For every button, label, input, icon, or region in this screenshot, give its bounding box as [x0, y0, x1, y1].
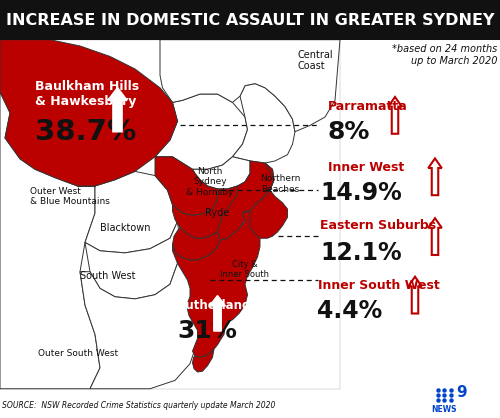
Text: Blacktown: Blacktown	[100, 223, 150, 233]
Polygon shape	[172, 211, 260, 357]
Polygon shape	[232, 84, 295, 163]
Text: Eastern Suburbs: Eastern Suburbs	[320, 219, 436, 232]
Text: 38.7%: 38.7%	[35, 118, 136, 145]
Text: SOURCE:  NSW Recorded Crime Statistics quarterly update March 2020: SOURCE: NSW Recorded Crime Statistics qu…	[2, 401, 276, 410]
Text: South West: South West	[80, 271, 136, 281]
Text: INCREASE IN DOMESTIC ASSAULT IN GREATER SYDNEY: INCREASE IN DOMESTIC ASSAULT IN GREATER …	[6, 13, 494, 28]
Text: 14.9%: 14.9%	[320, 181, 402, 205]
Polygon shape	[155, 94, 248, 169]
Polygon shape	[160, 40, 340, 132]
Polygon shape	[172, 186, 238, 238]
Text: Central
Coast: Central Coast	[298, 50, 333, 71]
Polygon shape	[0, 40, 340, 389]
Text: 12.1%: 12.1%	[320, 241, 402, 265]
Text: Ryde: Ryde	[206, 208, 230, 218]
FancyArrow shape	[108, 88, 127, 132]
Text: 31%: 31%	[178, 319, 238, 343]
Text: 8%: 8%	[328, 120, 370, 144]
Text: NEWS: NEWS	[431, 405, 457, 415]
Polygon shape	[155, 157, 218, 215]
Polygon shape	[242, 163, 288, 238]
Polygon shape	[0, 40, 178, 186]
FancyArrow shape	[210, 296, 226, 331]
Text: 4.4%: 4.4%	[318, 299, 383, 324]
Text: City &
Inner South: City & Inner South	[220, 260, 270, 279]
Text: Inner West: Inner West	[328, 161, 404, 174]
Polygon shape	[80, 242, 200, 389]
Polygon shape	[172, 228, 220, 260]
Text: Sutherland: Sutherland	[178, 298, 251, 312]
Polygon shape	[78, 171, 178, 253]
Text: Northern
Beaches: Northern Beaches	[260, 174, 300, 194]
Text: *based on 24 months
up to March 2020: *based on 24 months up to March 2020	[392, 44, 498, 66]
Text: Baulkham Hills
& Hawkesbury: Baulkham Hills & Hawkesbury	[35, 80, 139, 108]
Polygon shape	[0, 92, 100, 389]
Text: Outer West
& Blue Mountains: Outer West & Blue Mountains	[30, 187, 110, 206]
Text: Inner South West: Inner South West	[318, 278, 440, 292]
Bar	[0, 0, 500, 40]
Text: Outer South West: Outer South West	[38, 349, 117, 358]
Polygon shape	[85, 222, 180, 299]
Text: Parramatta: Parramatta	[328, 100, 407, 113]
Text: 9: 9	[456, 385, 467, 400]
Polygon shape	[192, 349, 214, 372]
Polygon shape	[192, 157, 250, 189]
Text: North
Sydney
& Hornsby: North Sydney & Hornsby	[186, 167, 234, 197]
Polygon shape	[218, 161, 274, 240]
